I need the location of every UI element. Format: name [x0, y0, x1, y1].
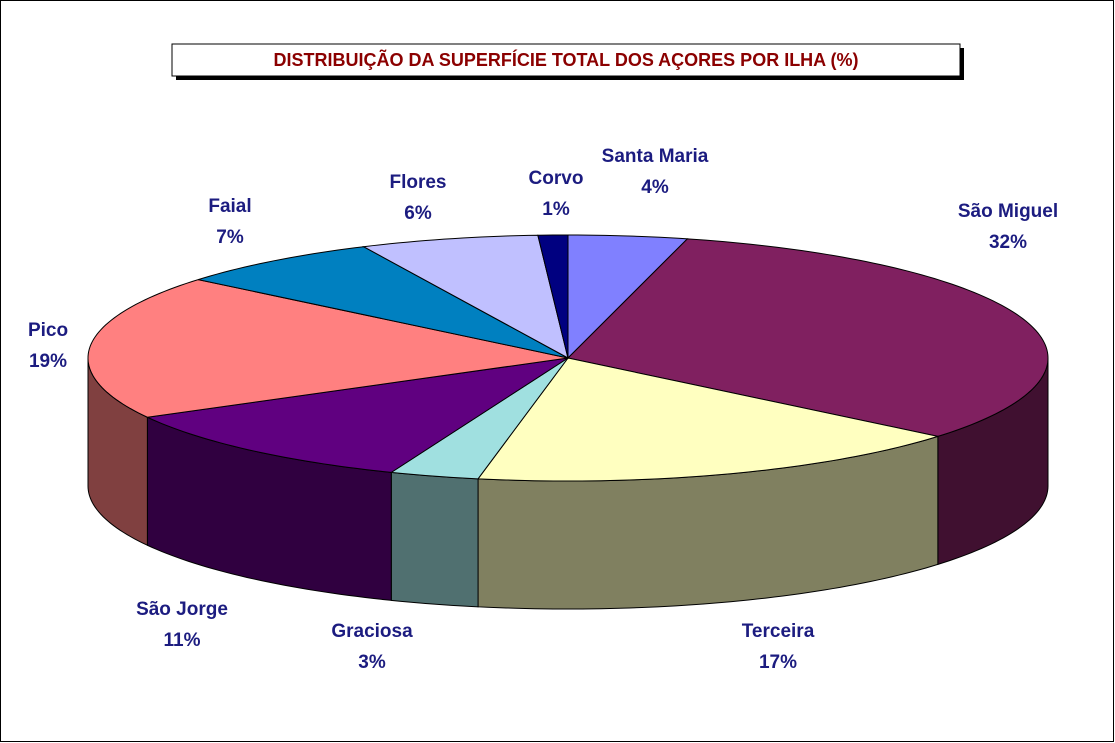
slice-value-label: 19%: [29, 351, 67, 372]
slice-value-label: 6%: [404, 203, 432, 224]
slice: [198, 246, 569, 359]
slice: [362, 234, 569, 359]
slice: [87, 279, 569, 418]
slice-value-label: 17%: [759, 652, 797, 673]
slice-label: São Jorge: [136, 599, 228, 620]
slice-label: São Miguel: [958, 201, 1058, 222]
slice-label: Graciosa: [331, 621, 413, 642]
slice: [567, 234, 689, 360]
title-box: [171, 43, 961, 77]
slice-value-label: 32%: [989, 232, 1027, 253]
slice: [389, 357, 569, 480]
slice-label: Santa Maria: [602, 146, 709, 167]
slice-label: Terceira: [742, 621, 815, 642]
slice-label: Faial: [208, 196, 251, 217]
chart-title: DISTRIBUIÇÃO DA SUPERFÍCIE TOTAL DOS AÇO…: [273, 49, 858, 70]
slice-label: Pico: [28, 320, 68, 341]
slice-value-label: 4%: [641, 177, 669, 198]
slice-side: [390, 471, 479, 608]
slice-value-label: 3%: [358, 652, 386, 673]
slice-label: Flores: [389, 172, 446, 193]
slice-label: Corvo: [529, 168, 584, 189]
slice-value-label: 7%: [216, 227, 244, 248]
slice: [537, 234, 569, 359]
slice-value-label: 11%: [164, 630, 201, 651]
slice: [145, 357, 569, 473]
slice-value-label: 1%: [542, 199, 570, 220]
slice: [566, 238, 1049, 437]
slice: [477, 357, 938, 482]
